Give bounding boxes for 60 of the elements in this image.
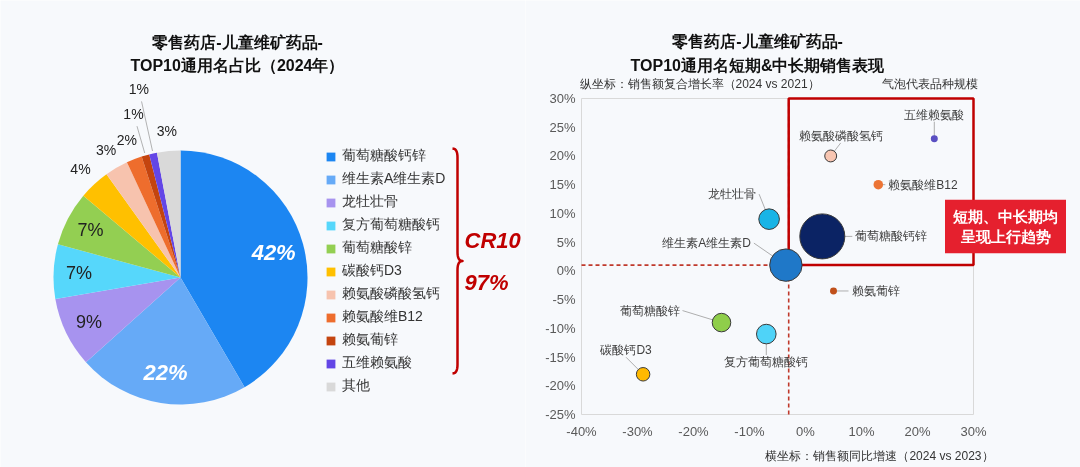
series-label: 五维赖氨酸 — [904, 107, 965, 122]
series-label: 龙牡壮骨 — [708, 187, 757, 202]
x-tick-label: -40% — [566, 424, 598, 439]
y-tick-label: 5% — [556, 234, 576, 250]
data-label: 22% — [142, 360, 188, 386]
data-label: 2% — [116, 132, 137, 149]
y-tick-label: -15% — [545, 349, 576, 365]
chart-title: 零售药店-儿童维矿药品- TOP10通用名短期&中长期销售表现 — [630, 32, 886, 74]
legend-label: 碳酸钙D3 — [342, 261, 402, 280]
legend-label: 赖氨酸维B12 — [342, 307, 423, 326]
data-label: 7% — [77, 220, 104, 241]
x-tick-label: 10% — [848, 424, 875, 439]
data-label: 42% — [250, 239, 296, 265]
y-tick-label: 10% — [549, 205, 576, 221]
y-tick-label: -20% — [545, 378, 576, 394]
legend-label: 五维赖氨酸 — [342, 353, 412, 372]
data-label: 1% — [123, 105, 144, 122]
legend-label: 赖氨葡锌 — [342, 330, 398, 349]
x-tick-label: -30% — [622, 424, 654, 439]
x-tick-label: 20% — [904, 424, 931, 439]
data-label: 7% — [66, 262, 93, 283]
data-label: 3% — [156, 122, 177, 139]
text: CR10 — [464, 227, 522, 253]
legend-label: 葡萄糖酸钙锌 — [342, 146, 426, 165]
y-tick-label: -25% — [545, 407, 576, 422]
series-label: 葡萄糖酸钙锌 — [855, 229, 928, 244]
series-label: 维生素A维生素D — [662, 236, 752, 251]
legend-label: 赖氨酸磷酸氢钙 — [342, 284, 440, 303]
text: 97% — [464, 269, 509, 295]
y-tick-label: 25% — [549, 119, 576, 135]
legend-label: 龙牡壮骨 — [342, 192, 398, 211]
y-axis-title: 纵坐标：销售额复合增长率（2024 vs 2021） — [579, 76, 820, 91]
series-label: 碳酸钙D3 — [599, 343, 653, 358]
x-tick-label: 0% — [796, 424, 816, 439]
y-tick-label: 30% — [549, 91, 576, 106]
y-tick-label: 0% — [556, 263, 576, 279]
data-label: 4% — [70, 161, 91, 178]
y-tick-label: 20% — [549, 148, 576, 164]
legend-label: 维生素A维生素D — [342, 169, 446, 188]
x-tick-label: 30% — [960, 424, 987, 439]
x-tick-label: -20% — [678, 424, 710, 439]
chart-title: 零售药店-儿童维矿药品- TOP10通用名占比（2024年） — [130, 33, 345, 75]
annotation: 短期、中长期均呈现上行趋势 — [952, 207, 1058, 246]
y-tick-label: -5% — [552, 292, 576, 308]
legend-label: 复方葡萄糖酸钙 — [342, 215, 440, 234]
data-label: 9% — [76, 311, 103, 332]
series-label: 赖氨葡锌 — [851, 283, 900, 298]
y-tick-label: 15% — [549, 177, 576, 193]
series-label: 复方葡萄糖酸钙 — [724, 355, 809, 370]
y-tick-label: -10% — [545, 320, 576, 336]
series-label: 赖氨酸维B12 — [888, 177, 958, 192]
text: 葡萄糖酸锌 — [619, 303, 680, 318]
x-axis-title: 横坐标：销售额同比增速（2024 vs 2023） — [765, 448, 994, 463]
data-label: 3% — [96, 142, 117, 159]
series-label: 赖氨酸磷酸氢钙 — [798, 128, 883, 143]
text: 气泡代表品种规模 — [881, 76, 978, 91]
legend-label: 其他 — [342, 376, 370, 395]
x-tick-label: -10% — [734, 424, 766, 439]
legend-label: 葡萄糖酸锌 — [342, 238, 412, 257]
data-label: 1% — [128, 81, 149, 98]
